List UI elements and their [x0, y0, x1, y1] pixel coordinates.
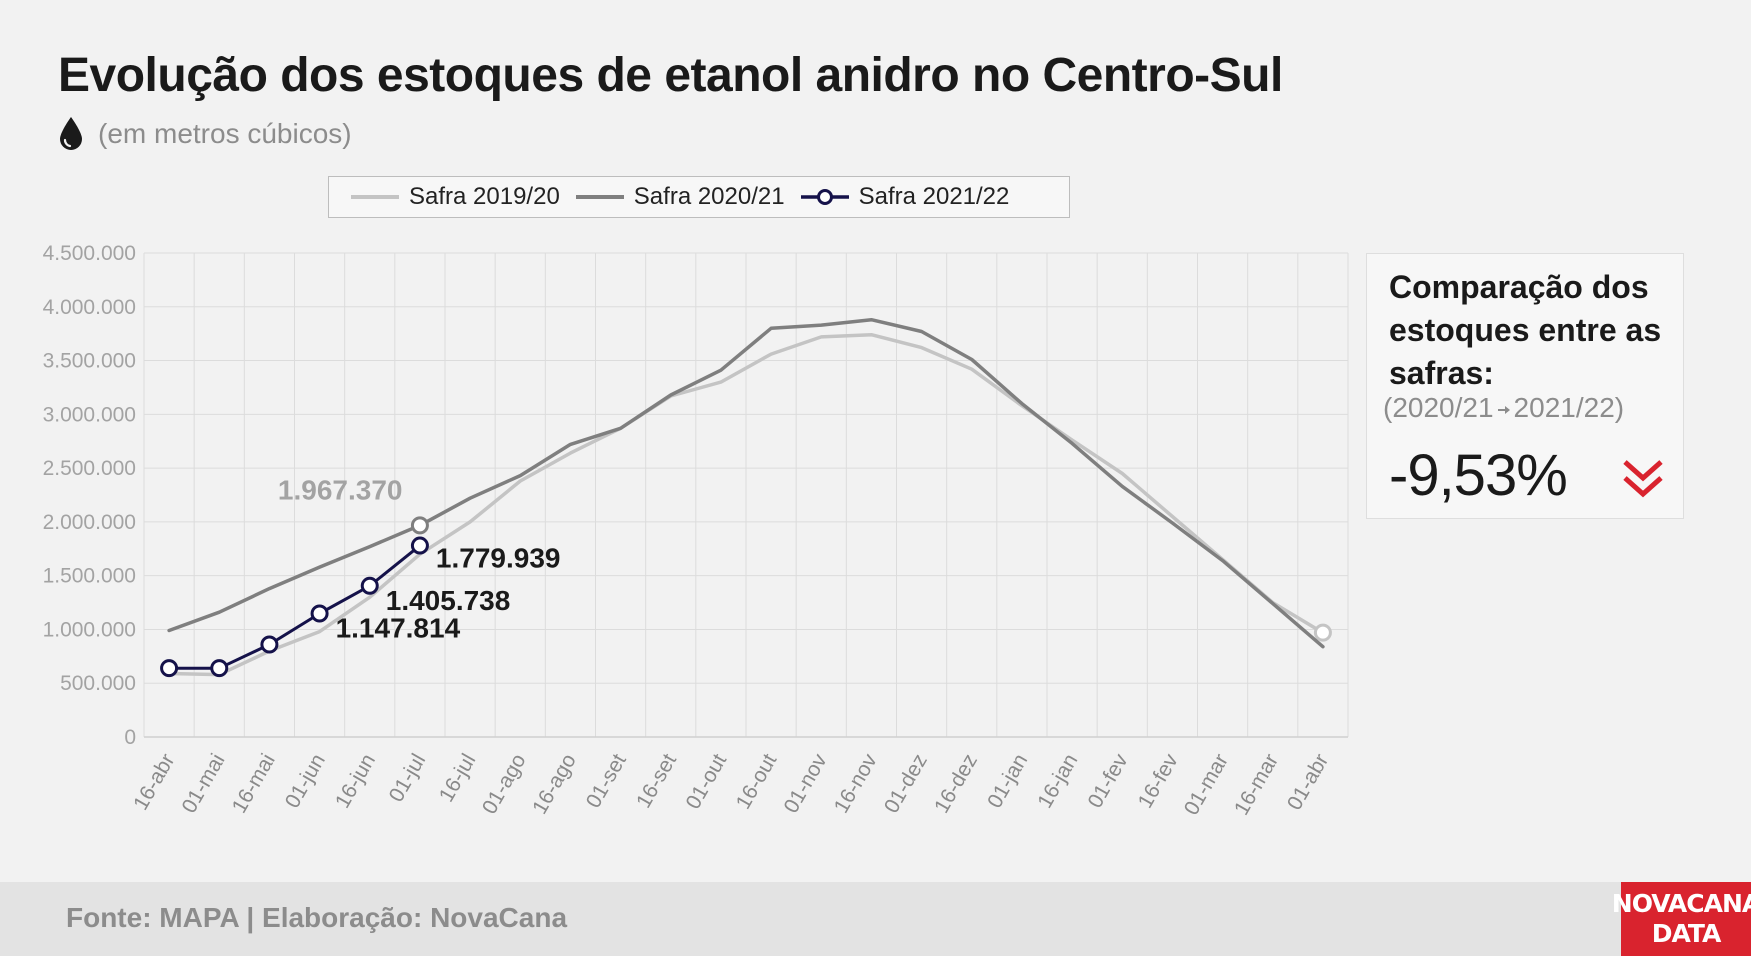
subtitle-row: (em metros cúbicos): [58, 116, 352, 152]
legend-label: Safra 2021/22: [858, 183, 1010, 210]
x-tick-label: 16-mai: [228, 750, 280, 817]
comparison-title: Comparação dos estoques entre as safras:: [1389, 269, 1662, 391]
x-tick-label: 01-mar: [1180, 750, 1233, 819]
series-line-2: [167, 317, 1325, 649]
drop-icon: [60, 117, 82, 150]
arrow-right-icon: [1497, 405, 1510, 414]
data-point: [1313, 623, 1332, 642]
logo-line-1: NOVACANA: [1611, 889, 1751, 918]
x-tick-label: 01-out: [682, 750, 732, 813]
y-tick-label: 1.500.000: [43, 565, 136, 588]
comparison-period: (2020/21 2021/22): [1383, 392, 1624, 424]
legend-label: Safra 2019/20: [409, 183, 560, 210]
data-point: [410, 536, 429, 555]
series-line-1: [167, 332, 1325, 677]
y-tick-label: 1.000.000: [43, 618, 136, 641]
x-tick-label: 16-mar: [1230, 750, 1283, 819]
comparison-panel: Comparação dos estoques entre as safras:…: [1366, 253, 1684, 519]
y-tick-label: 4.000.000: [43, 296, 136, 319]
x-tick-label: 16-nov: [830, 750, 882, 818]
x-tick-label: 16-jun: [331, 750, 380, 812]
data-point: [160, 659, 179, 678]
subtitle: (em metros cúbicos): [98, 118, 352, 149]
double-chevron-down-icon: [1623, 460, 1663, 498]
x-tick-label: 01-set: [582, 750, 631, 812]
data-point: [410, 516, 429, 535]
chart-legend: Safra 2019/20 Safra 2020/21 Safra 2021/2…: [328, 176, 1070, 218]
data-label: 1.779.939: [436, 543, 561, 574]
x-tick-label: 01-jun: [281, 750, 330, 812]
x-tick-label: 01-nov: [780, 750, 832, 818]
y-tick-label: 2.000.000: [43, 511, 136, 534]
data-label: 1.405.738: [386, 585, 511, 616]
legend-swatch-2020-21: [575, 195, 624, 199]
x-tick-label: 01-ago: [478, 750, 531, 818]
x-tick-label: 01-dez: [880, 750, 932, 817]
x-tick-label: 16-jan: [1033, 750, 1082, 812]
y-tick-label: 3.500.000: [43, 350, 136, 373]
y-tick-label: 4.500.000: [43, 242, 136, 265]
legend-label: Safra 2020/21: [633, 183, 785, 210]
x-tick-label: 01-jan: [983, 750, 1032, 812]
x-tick-label: 16-out: [732, 750, 782, 813]
period-close: ): [1614, 392, 1625, 423]
x-tick-label: 16-set: [632, 750, 681, 812]
brand-logo: NOVACANA DATA: [1612, 882, 1751, 956]
y-tick-label: 500.000: [60, 672, 136, 695]
x-tick-label: 01-mai: [178, 750, 230, 817]
legend-item-2019-20: Safra 2019/20: [349, 183, 560, 211]
x-tick-label: 16-abr: [129, 750, 179, 814]
x-tick-label: 16-fev: [1134, 750, 1183, 812]
data-point: [210, 659, 229, 678]
footer: Fonte: MAPA | Elaboração: NovaCana: [0, 882, 1751, 956]
legend-swatch-2021-22: [800, 189, 849, 205]
y-tick-label: 2.500.000: [43, 457, 136, 480]
legend-item-2021-22: Safra 2021/22: [799, 183, 1010, 211]
data-point: [360, 576, 379, 595]
x-tick-label: 16-jul: [435, 750, 481, 806]
x-tick-label: 01-abr: [1283, 750, 1333, 814]
comparison-value: -9,53%: [1389, 443, 1568, 508]
x-tick-label: 16-ago: [528, 750, 581, 818]
x-tick-label: 01-jul: [385, 750, 431, 806]
x-tick-label: 01-fev: [1083, 750, 1132, 812]
footer-source: Fonte: MAPA | Elaboração: NovaCana: [66, 902, 568, 933]
line-chart: 0 500.000 1.000.000 1.500.000 2.000.000 2.500…: [43, 242, 1349, 819]
period-to: 2021/22: [1513, 392, 1615, 423]
x-tick-label: 16-dez: [930, 750, 982, 817]
logo-line-2: DATA: [1651, 919, 1722, 948]
legend-swatch-2019-20: [351, 195, 399, 199]
y-tick-label: 0: [124, 726, 136, 749]
legend-item-2020-21: Safra 2020/21: [574, 183, 785, 211]
y-tick-label: 3.000.000: [43, 403, 136, 426]
period-open: (: [1383, 392, 1393, 423]
page-title: Evolução dos estoques de etanol anidro n…: [58, 49, 1283, 102]
data-label: 1.967.370: [278, 474, 403, 505]
period-from: 2020/21: [1392, 392, 1494, 423]
data-point: [260, 635, 279, 654]
data-label: 1.147.814: [336, 613, 461, 644]
data-point: [310, 604, 329, 623]
